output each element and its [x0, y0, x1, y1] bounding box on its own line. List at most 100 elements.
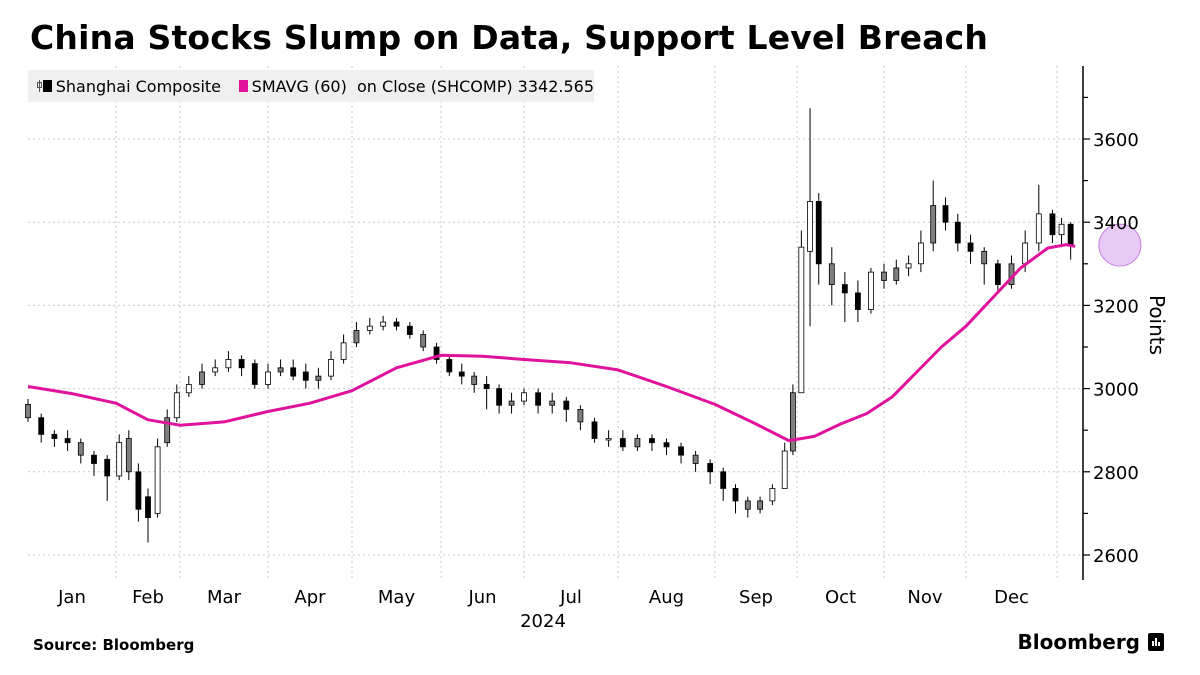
candle	[353, 322, 360, 347]
candle	[707, 459, 714, 485]
candle-body	[238, 359, 245, 369]
y-ticks: 2600 2800 3000 3200 3400 3600	[1083, 96, 1139, 567]
candle	[868, 267, 874, 314]
x-tick-label: Feb	[132, 587, 164, 608]
legend-label-smavg: SMAVG (60) on Close (SHCOMP) 3342.565	[251, 76, 595, 96]
candle	[104, 455, 111, 501]
candle-body	[64, 438, 71, 444]
candle-body	[277, 367, 284, 373]
candle	[769, 484, 776, 506]
candle-body	[212, 367, 219, 373]
candle-body	[521, 392, 527, 402]
ma-line	[27, 243, 1076, 443]
breach-highlight	[1098, 223, 1142, 267]
candle	[420, 330, 427, 352]
y-tick-label: 3200	[1093, 296, 1139, 317]
candle	[981, 247, 988, 285]
candle-body	[164, 417, 171, 444]
candle	[393, 317, 400, 331]
candle	[1058, 218, 1065, 248]
candle-body	[841, 284, 848, 294]
candle	[855, 280, 861, 323]
candle-body	[591, 421, 598, 439]
candle	[732, 484, 739, 514]
candle-body	[185, 384, 192, 394]
y-tick-label: 2800	[1093, 463, 1139, 484]
candle-body	[496, 388, 503, 406]
legend-swatch-shanghai	[43, 80, 52, 92]
candle	[458, 363, 465, 385]
candle	[328, 351, 334, 381]
candle-body	[649, 438, 655, 444]
candle	[605, 430, 612, 447]
candle	[591, 417, 598, 443]
candle-body	[678, 446, 684, 456]
candle	[1008, 255, 1015, 289]
x-tick-label: Jul	[559, 587, 582, 608]
candle	[1035, 184, 1042, 252]
candle	[483, 376, 490, 410]
candle-body	[930, 205, 937, 244]
x-tick-label: Jan	[57, 587, 86, 608]
candle	[406, 322, 413, 339]
candle-body	[815, 200, 822, 265]
brand-name: Bloomberg	[1017, 630, 1140, 654]
candle	[380, 315, 387, 331]
candle-body	[125, 438, 132, 473]
candle	[496, 384, 503, 414]
candle	[634, 434, 641, 451]
candle	[798, 230, 805, 394]
candle-body	[692, 454, 699, 464]
candle-body	[1067, 223, 1074, 247]
candle	[577, 405, 584, 431]
candle-body	[994, 263, 1001, 285]
candle-body	[225, 359, 232, 369]
candle-body	[251, 363, 258, 385]
candle	[967, 234, 974, 264]
candle	[265, 363, 271, 389]
candle	[881, 263, 887, 289]
candle-body	[942, 205, 949, 223]
candle-body	[535, 392, 541, 406]
candle-body	[1022, 242, 1029, 265]
candle-body	[199, 371, 205, 385]
candle-body	[563, 400, 570, 410]
candle	[744, 496, 751, 518]
candle	[125, 430, 132, 481]
candle-body	[549, 400, 556, 406]
candle-body	[420, 334, 427, 348]
candle-body	[1035, 213, 1042, 244]
candle	[290, 359, 297, 381]
candle-body	[828, 263, 835, 285]
candle-body	[38, 417, 45, 435]
candle-body	[634, 438, 641, 448]
x-tick-label: Oct	[825, 587, 856, 608]
x-ticks: Jan Feb Mar Apr May Jun Jul Aug Sep Oct Nov Dec	[57, 587, 1029, 608]
candle	[25, 399, 31, 422]
legend-swatch-smavg	[239, 80, 248, 92]
candle-body	[781, 450, 788, 489]
candle-body	[51, 433, 58, 439]
candle	[790, 384, 796, 456]
candle	[757, 496, 763, 514]
candle	[212, 359, 219, 377]
x-tick-label: Aug	[649, 587, 684, 608]
candle	[828, 247, 835, 306]
candle-body	[881, 271, 887, 281]
candle	[135, 463, 142, 522]
candle	[720, 467, 727, 501]
candle	[508, 392, 515, 414]
candle-body	[577, 408, 584, 423]
candle	[116, 434, 123, 481]
candle-body	[790, 392, 796, 452]
candle	[918, 230, 924, 273]
candle-body	[353, 329, 360, 344]
candle-body	[981, 250, 988, 265]
candle	[994, 259, 1001, 293]
candle-body	[732, 488, 739, 502]
candle-body	[744, 500, 751, 510]
candle-body	[393, 321, 400, 327]
x-tick-label: Apr	[294, 587, 326, 608]
candle	[173, 384, 180, 422]
candle-body	[458, 371, 465, 377]
